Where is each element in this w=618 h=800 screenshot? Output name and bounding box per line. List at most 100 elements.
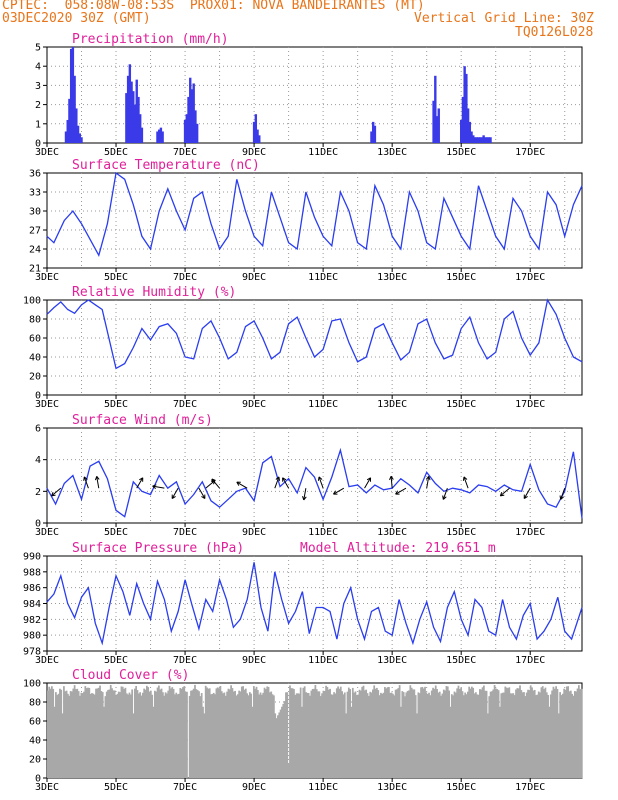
y-tick-label: 60 (29, 334, 41, 345)
cloud-bar (136, 690, 139, 778)
cloud-bar (437, 692, 440, 778)
wind-arrow-head (83, 476, 88, 481)
cloud-bar (380, 692, 382, 778)
cloud-bar (430, 690, 433, 778)
y-tick-label: 978 (23, 647, 41, 658)
cloud-bar (448, 690, 450, 778)
cloud-bar (487, 713, 489, 778)
cloud-bar (577, 685, 580, 778)
cloud-bar (179, 688, 182, 778)
cloud-bar (113, 690, 116, 778)
cloud-bar (555, 686, 557, 778)
precip-bar (484, 137, 487, 143)
y-tick-label: 24 (29, 245, 41, 256)
cloud-bar (244, 688, 247, 778)
x-tick-label: 15DEC (446, 272, 476, 283)
x-tick-label: 5DEC (104, 527, 128, 538)
y-tick-label: 3 (35, 81, 41, 92)
cloud-bar (317, 691, 319, 778)
cloud-bar (167, 690, 170, 778)
x-tick-label: 17DEC (515, 399, 545, 410)
cloud-bar (158, 685, 160, 778)
wind-line (46, 447, 583, 519)
y-tick-label: 0 (35, 139, 41, 150)
cloud-bar (115, 695, 117, 778)
precip-bar (432, 100, 435, 143)
panel-temp: 21 24 27 30 33 36 3DEC 5DEC 7DEC 9DEC 11DEC 13DEC 15… (29, 158, 583, 283)
cloud-bar (386, 687, 389, 778)
wind-arrow-head (236, 481, 241, 486)
cloud-bar (449, 706, 452, 778)
cloud-bar (434, 685, 437, 778)
cloud-bar (497, 690, 500, 778)
cloud-bar (496, 689, 499, 778)
cloud-bar (557, 713, 560, 778)
cloud-bar (477, 694, 480, 778)
cloud-bar (499, 706, 501, 778)
cloud-bar (230, 685, 232, 778)
y-tick-label: 2 (35, 487, 41, 498)
x-tick-label: 3DEC (35, 782, 59, 793)
cloud-bar (516, 688, 519, 778)
precip-bar (482, 135, 485, 143)
cloud-bar (389, 692, 392, 778)
wind-arrow (152, 485, 165, 489)
cloud-bar (406, 690, 409, 778)
y-tick-label: 0 (35, 519, 41, 530)
y-tick-label: 20 (29, 372, 41, 383)
cloud-bar (235, 695, 238, 778)
cloud-bar (468, 686, 471, 778)
cloud-bar (135, 685, 138, 778)
cloud-bar (385, 688, 388, 778)
x-tick-label: 17DEC (515, 655, 545, 666)
y-tick-label: 988 (23, 567, 41, 578)
cloud-bar (239, 691, 242, 778)
cloud-bar (408, 690, 410, 778)
wind-arrow (303, 488, 307, 501)
wind-arrow-head (559, 495, 564, 500)
precip-bar (189, 77, 192, 143)
cloud-bar (295, 693, 298, 778)
y-tick-label: 60 (29, 717, 41, 728)
cloud-bar (286, 692, 289, 778)
cloud-bar (256, 690, 259, 778)
cloud-bar (242, 686, 245, 778)
cloud-bar (228, 689, 231, 778)
wind-arrow (171, 487, 179, 499)
pressure-line (46, 562, 583, 646)
cloud-bar (206, 687, 208, 778)
cloud-bar (541, 686, 544, 778)
cloud-bar (528, 690, 531, 778)
cloud-bar (425, 692, 428, 778)
cloud-bar (198, 691, 200, 778)
cloud-bar (89, 693, 92, 778)
cloud-bar (139, 692, 142, 778)
cloud-bar (339, 686, 342, 778)
cloud-bar (350, 706, 353, 778)
x-tick-label: 5DEC (104, 147, 128, 158)
x-tick-label: 13DEC (377, 399, 407, 410)
cloud-bar (567, 686, 570, 778)
cloud-bar (378, 695, 381, 778)
cloud-bar (55, 692, 57, 778)
y-tick-label: 33 (29, 188, 41, 199)
panel-frame (46, 427, 583, 524)
x-tick-label: 9DEC (242, 147, 266, 158)
cloud-bar (254, 688, 257, 778)
wind-arrow (395, 487, 407, 495)
cloud-bar (400, 706, 402, 778)
cloud-bar (76, 688, 79, 778)
cloud-bar (290, 688, 293, 778)
wind-arrow (442, 487, 448, 500)
wind-arrow-head (317, 476, 323, 481)
panel-frame (46, 172, 583, 269)
precip-bar (192, 83, 195, 143)
cloud-bar (392, 693, 394, 778)
cloud-bar (160, 688, 163, 778)
cloud-bar (145, 685, 148, 778)
cloud-bar (523, 692, 525, 778)
wind-arrow-head (302, 496, 307, 501)
cloud-bar (321, 693, 323, 778)
cloud-bar (545, 692, 548, 778)
cloud-bar (152, 706, 155, 778)
